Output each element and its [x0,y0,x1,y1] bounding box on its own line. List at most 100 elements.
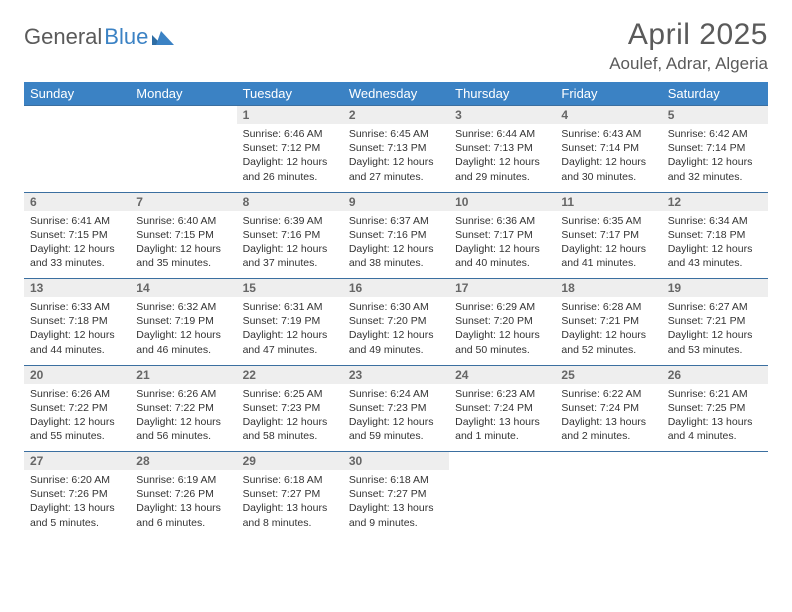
sunset-text: Sunset: 7:16 PM [243,228,337,242]
sunrise-text: Sunrise: 6:42 AM [668,127,762,141]
sunset-text: Sunset: 7:15 PM [30,228,124,242]
sunrise-text: Sunrise: 6:20 AM [30,473,124,487]
sunset-text: Sunset: 7:24 PM [561,401,655,415]
daylight-text-1: Daylight: 12 hours [30,328,124,342]
daylight-text-2: and 37 minutes. [243,256,337,270]
sunrise-text: Sunrise: 6:40 AM [136,214,230,228]
daylight-text-2: and 59 minutes. [349,429,443,443]
day-number: 9 [343,192,449,211]
sunrise-text: Sunrise: 6:34 AM [668,214,762,228]
daylight-text-1: Daylight: 12 hours [136,242,230,256]
sunrise-text: Sunrise: 6:25 AM [243,387,337,401]
calendar-table: Sunday Monday Tuesday Wednesday Thursday… [24,82,768,538]
daylight-text-2: and 50 minutes. [455,343,549,357]
day-number: 5 [662,106,768,125]
sunset-text: Sunset: 7:12 PM [243,141,337,155]
daylight-text-1: Daylight: 13 hours [30,501,124,515]
day-number-row: 6789101112 [24,192,768,211]
day-cell: Sunrise: 6:45 AMSunset: 7:13 PMDaylight:… [343,124,449,192]
sunrise-text: Sunrise: 6:46 AM [243,127,337,141]
sunset-text: Sunset: 7:14 PM [561,141,655,155]
day-cell: Sunrise: 6:43 AMSunset: 7:14 PMDaylight:… [555,124,661,192]
daylight-text-1: Daylight: 13 hours [668,415,762,429]
day-number: 13 [24,279,130,298]
daylight-text-2: and 40 minutes. [455,256,549,270]
day-cell: Sunrise: 6:46 AMSunset: 7:12 PMDaylight:… [237,124,343,192]
day-cell: Sunrise: 6:23 AMSunset: 7:24 PMDaylight:… [449,384,555,452]
daylight-text-2: and 35 minutes. [136,256,230,270]
sunset-text: Sunset: 7:22 PM [30,401,124,415]
daylight-text-1: Daylight: 13 hours [561,415,655,429]
daylight-text-1: Daylight: 12 hours [561,155,655,169]
daylight-text-2: and 55 minutes. [30,429,124,443]
sunrise-text: Sunrise: 6:39 AM [243,214,337,228]
day-cell: Sunrise: 6:26 AMSunset: 7:22 PMDaylight:… [130,384,236,452]
day-cell: Sunrise: 6:41 AMSunset: 7:15 PMDaylight:… [24,211,130,279]
day-number-row: 13141516171819 [24,279,768,298]
sunrise-text: Sunrise: 6:44 AM [455,127,549,141]
daylight-text-2: and 49 minutes. [349,343,443,357]
sunset-text: Sunset: 7:19 PM [243,314,337,328]
day-cell: Sunrise: 6:32 AMSunset: 7:19 PMDaylight:… [130,297,236,365]
daylight-text-1: Daylight: 12 hours [243,242,337,256]
sunrise-text: Sunrise: 6:30 AM [349,300,443,314]
daylight-text-2: and 1 minute. [455,429,549,443]
sunset-text: Sunset: 7:20 PM [455,314,549,328]
sunrise-text: Sunrise: 6:24 AM [349,387,443,401]
day-number [130,106,236,125]
day-number: 18 [555,279,661,298]
daylight-text-1: Daylight: 13 hours [136,501,230,515]
day-number: 15 [237,279,343,298]
sunrise-text: Sunrise: 6:27 AM [668,300,762,314]
sunrise-text: Sunrise: 6:33 AM [30,300,124,314]
day-cell: Sunrise: 6:30 AMSunset: 7:20 PMDaylight:… [343,297,449,365]
day-number: 19 [662,279,768,298]
day-cell: Sunrise: 6:24 AMSunset: 7:23 PMDaylight:… [343,384,449,452]
weekday-header-row: Sunday Monday Tuesday Wednesday Thursday… [24,82,768,106]
day-number: 20 [24,365,130,384]
logo-text-2: Blue [104,24,148,50]
day-cell: Sunrise: 6:37 AMSunset: 7:16 PMDaylight:… [343,211,449,279]
daylight-text-2: and 47 minutes. [243,343,337,357]
daylight-text-1: Daylight: 12 hours [136,415,230,429]
day-cell: Sunrise: 6:22 AMSunset: 7:24 PMDaylight:… [555,384,661,452]
daylight-text-1: Daylight: 12 hours [243,415,337,429]
page-header: GeneralBlue April 2025 Aoulef, Adrar, Al… [24,18,768,74]
month-title: April 2025 [609,18,768,52]
day-number: 26 [662,365,768,384]
daylight-text-1: Daylight: 12 hours [243,155,337,169]
sunrise-text: Sunrise: 6:31 AM [243,300,337,314]
day-number: 29 [237,452,343,471]
sunset-text: Sunset: 7:18 PM [668,228,762,242]
day-content-row: Sunrise: 6:46 AMSunset: 7:12 PMDaylight:… [24,124,768,192]
sunset-text: Sunset: 7:13 PM [349,141,443,155]
day-number: 22 [237,365,343,384]
title-block: April 2025 Aoulef, Adrar, Algeria [609,18,768,74]
day-cell: Sunrise: 6:34 AMSunset: 7:18 PMDaylight:… [662,211,768,279]
day-content-row: Sunrise: 6:41 AMSunset: 7:15 PMDaylight:… [24,211,768,279]
day-number: 30 [343,452,449,471]
daylight-text-1: Daylight: 12 hours [349,242,443,256]
day-cell: Sunrise: 6:33 AMSunset: 7:18 PMDaylight:… [24,297,130,365]
daylight-text-2: and 41 minutes. [561,256,655,270]
sunrise-text: Sunrise: 6:26 AM [136,387,230,401]
daylight-text-2: and 46 minutes. [136,343,230,357]
day-cell: Sunrise: 6:28 AMSunset: 7:21 PMDaylight:… [555,297,661,365]
sunset-text: Sunset: 7:17 PM [455,228,549,242]
daylight-text-1: Daylight: 12 hours [349,415,443,429]
sunrise-text: Sunrise: 6:43 AM [561,127,655,141]
col-friday: Friday [555,82,661,106]
day-number: 14 [130,279,236,298]
day-number: 24 [449,365,555,384]
daylight-text-1: Daylight: 12 hours [30,242,124,256]
day-cell [662,470,768,538]
day-number: 25 [555,365,661,384]
daylight-text-2: and 32 minutes. [668,170,762,184]
sunrise-text: Sunrise: 6:19 AM [136,473,230,487]
day-number: 7 [130,192,236,211]
daylight-text-1: Daylight: 13 hours [243,501,337,515]
day-cell: Sunrise: 6:18 AMSunset: 7:27 PMDaylight:… [343,470,449,538]
sunset-text: Sunset: 7:21 PM [668,314,762,328]
sunset-text: Sunset: 7:14 PM [668,141,762,155]
sunrise-text: Sunrise: 6:37 AM [349,214,443,228]
